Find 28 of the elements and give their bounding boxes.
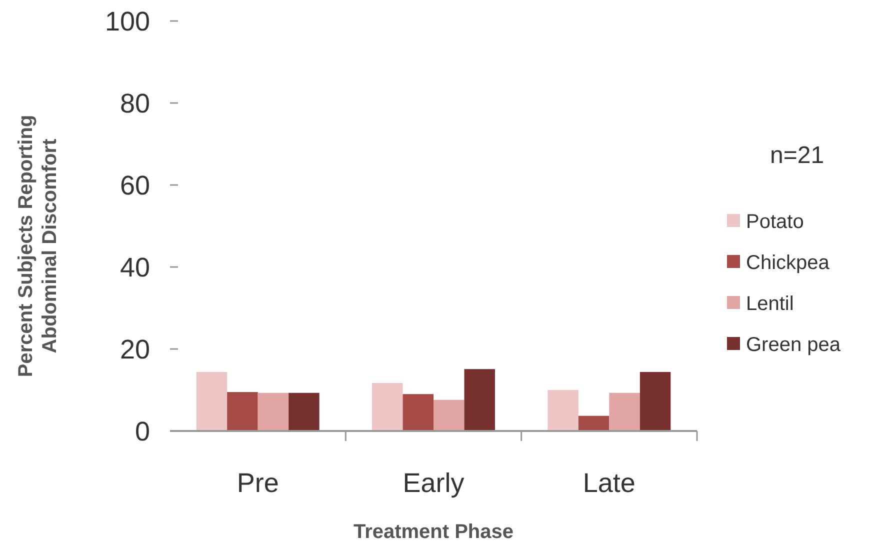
y-tick-label: 0: [134, 416, 150, 446]
bar: [640, 372, 671, 431]
y-axis-title: Percent Subjects Reporting Abdominal Discomfort: [15, 114, 61, 378]
bar: [464, 369, 495, 431]
y-tick-label: 20: [120, 334, 150, 364]
legend-label: Chickpea: [746, 252, 830, 274]
x-tick-label: Pre: [236, 468, 279, 498]
bar: [372, 383, 403, 431]
bar: [578, 416, 610, 431]
legend-label: Potato: [746, 211, 804, 233]
x-axis-title: Treatment Phase: [353, 521, 514, 543]
bar: [288, 392, 320, 431]
bar: [227, 392, 258, 431]
y-tick-label: 80: [120, 88, 150, 118]
text: n=21: [770, 142, 824, 169]
bar: [609, 392, 640, 431]
x-tick-label: Early: [402, 468, 465, 498]
y-tick-label: 40: [120, 252, 150, 282]
y-tick-label: 60: [120, 170, 150, 200]
bar: [548, 390, 578, 431]
legend-label: Lentil: [746, 293, 794, 315]
legend-label: Green pea: [746, 334, 842, 356]
bar: [258, 392, 289, 431]
bar: [402, 394, 434, 431]
x-tick-label: Late: [582, 468, 636, 498]
y-tick-label: 100: [104, 6, 150, 36]
bar: [196, 372, 228, 431]
bar: [434, 400, 464, 431]
